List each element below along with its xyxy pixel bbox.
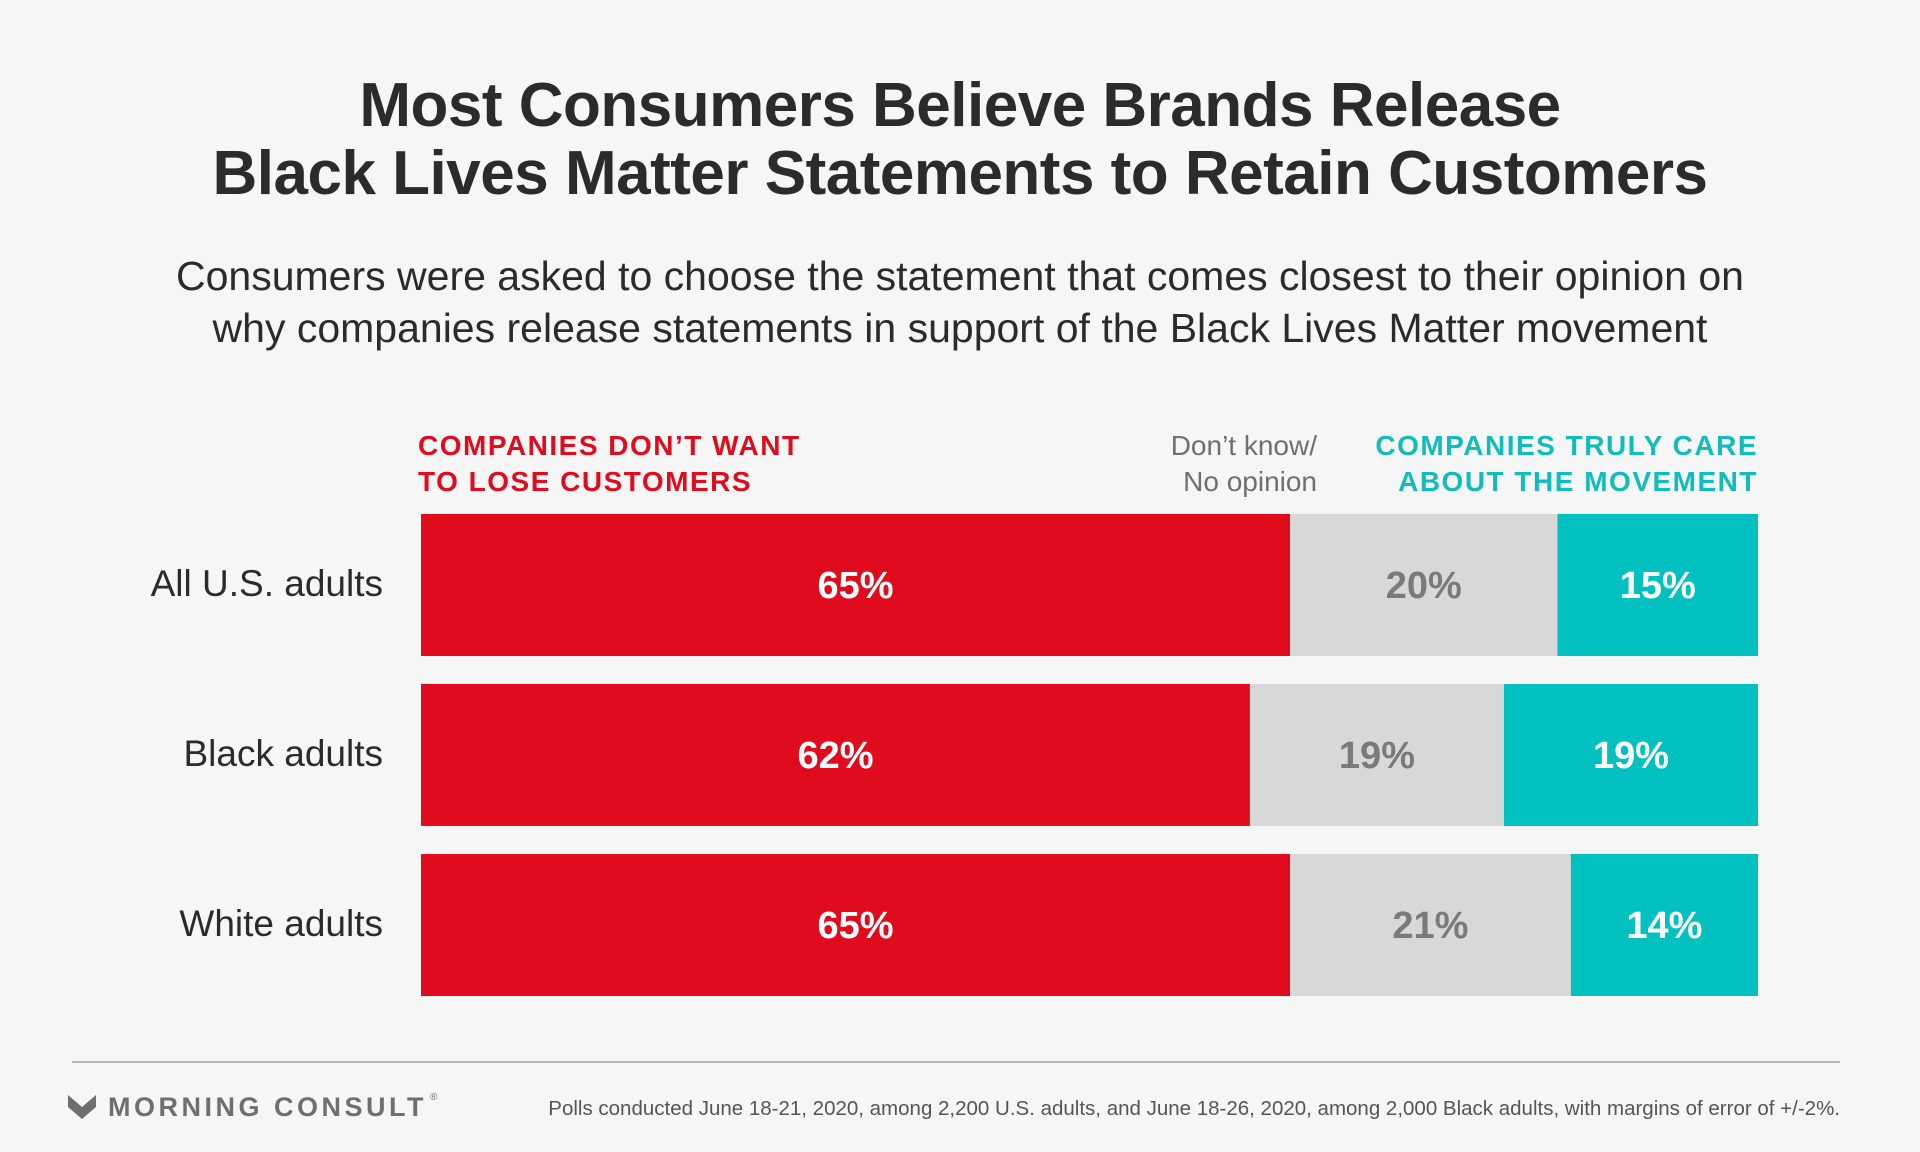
morning-consult-logo: MORNING CONSULT ® xyxy=(68,1092,437,1123)
category-label-all-u-s-adults: All U.S. adults xyxy=(150,563,383,604)
data-label-lose-customers-black-adults: 62% xyxy=(797,735,873,777)
legend-lose-customers-line-1: COMPANIES DON’T WANT xyxy=(418,430,801,461)
data-label-lose-customers-white-adults: 65% xyxy=(817,905,893,947)
data-label-no-opinion-black-adults: 19% xyxy=(1339,735,1415,777)
logo-text: MORNING CONSULT xyxy=(108,1092,427,1122)
data-label-truly-care-white-adults: 14% xyxy=(1626,905,1702,947)
legend-no-opinion-line-2: No opinion xyxy=(1183,466,1317,497)
logo-registered-mark: ® xyxy=(429,1092,438,1103)
data-label-no-opinion-white-adults: 21% xyxy=(1392,905,1468,947)
legend-truly-care-line-2: ABOUT THE MOVEMENT xyxy=(1398,466,1758,497)
data-label-truly-care-all-u-s-adults: 15% xyxy=(1620,565,1696,607)
chart-title-line-1: Most Consumers Believe Brands Release xyxy=(359,71,1561,140)
data-label-no-opinion-all-u-s-adults: 20% xyxy=(1386,565,1462,607)
bar-lose-customers-white-adults xyxy=(421,854,1291,996)
chart-subtitle-line-1: Consumers were asked to choose the state… xyxy=(176,253,1744,299)
footnote: Polls conducted June 18-21, 2020, among … xyxy=(548,1097,1840,1120)
chart-title-line-2: Black Lives Matter Statements to Retain … xyxy=(212,139,1708,208)
bar-lose-customers-all-u-s-adults xyxy=(421,514,1291,656)
data-label-lose-customers-all-u-s-adults: 65% xyxy=(817,565,893,607)
bar-lose-customers-black-adults xyxy=(421,684,1250,826)
bar-truly-care-white-adults xyxy=(1570,854,1758,996)
bar-no-opinion-black-adults xyxy=(1249,684,1504,826)
data-label-truly-care-black-adults: 19% xyxy=(1593,735,1669,777)
category-label-black-adults: Black adults xyxy=(183,733,384,774)
legend-lose-customers-line-2: TO LOSE CUSTOMERS xyxy=(418,466,753,497)
legend-no-opinion-line-1: Don’t know/ xyxy=(1170,430,1317,461)
legend-truly-care: COMPANIES TRULY CARE ABOUT THE MOVEMENT xyxy=(1375,428,1758,500)
chart-subtitle-line-2: why companies release statements in supp… xyxy=(212,305,1708,351)
category-label-white-adults: White adults xyxy=(179,903,383,944)
legend-no-opinion: Don’t know/ No opinion xyxy=(1171,428,1317,500)
bar-no-opinion-white-adults xyxy=(1290,854,1571,996)
footer-divider xyxy=(72,1061,1840,1063)
bar-truly-care-black-adults xyxy=(1503,684,1758,826)
bar-truly-care-all-u-s-adults xyxy=(1557,514,1758,656)
legend-truly-care-line-1: COMPANIES TRULY CARE xyxy=(1375,430,1758,461)
legend-lose-customers: COMPANIES DON’T WANT TO LOSE CUSTOMERS xyxy=(418,428,801,500)
chart-title: Most Consumers Believe Brands Release Bl… xyxy=(0,72,1920,208)
chart-subtitle: Consumers were asked to choose the state… xyxy=(0,250,1920,354)
morning-consult-chevron-icon xyxy=(68,1094,96,1119)
bar-no-opinion-all-u-s-adults xyxy=(1290,514,1558,656)
